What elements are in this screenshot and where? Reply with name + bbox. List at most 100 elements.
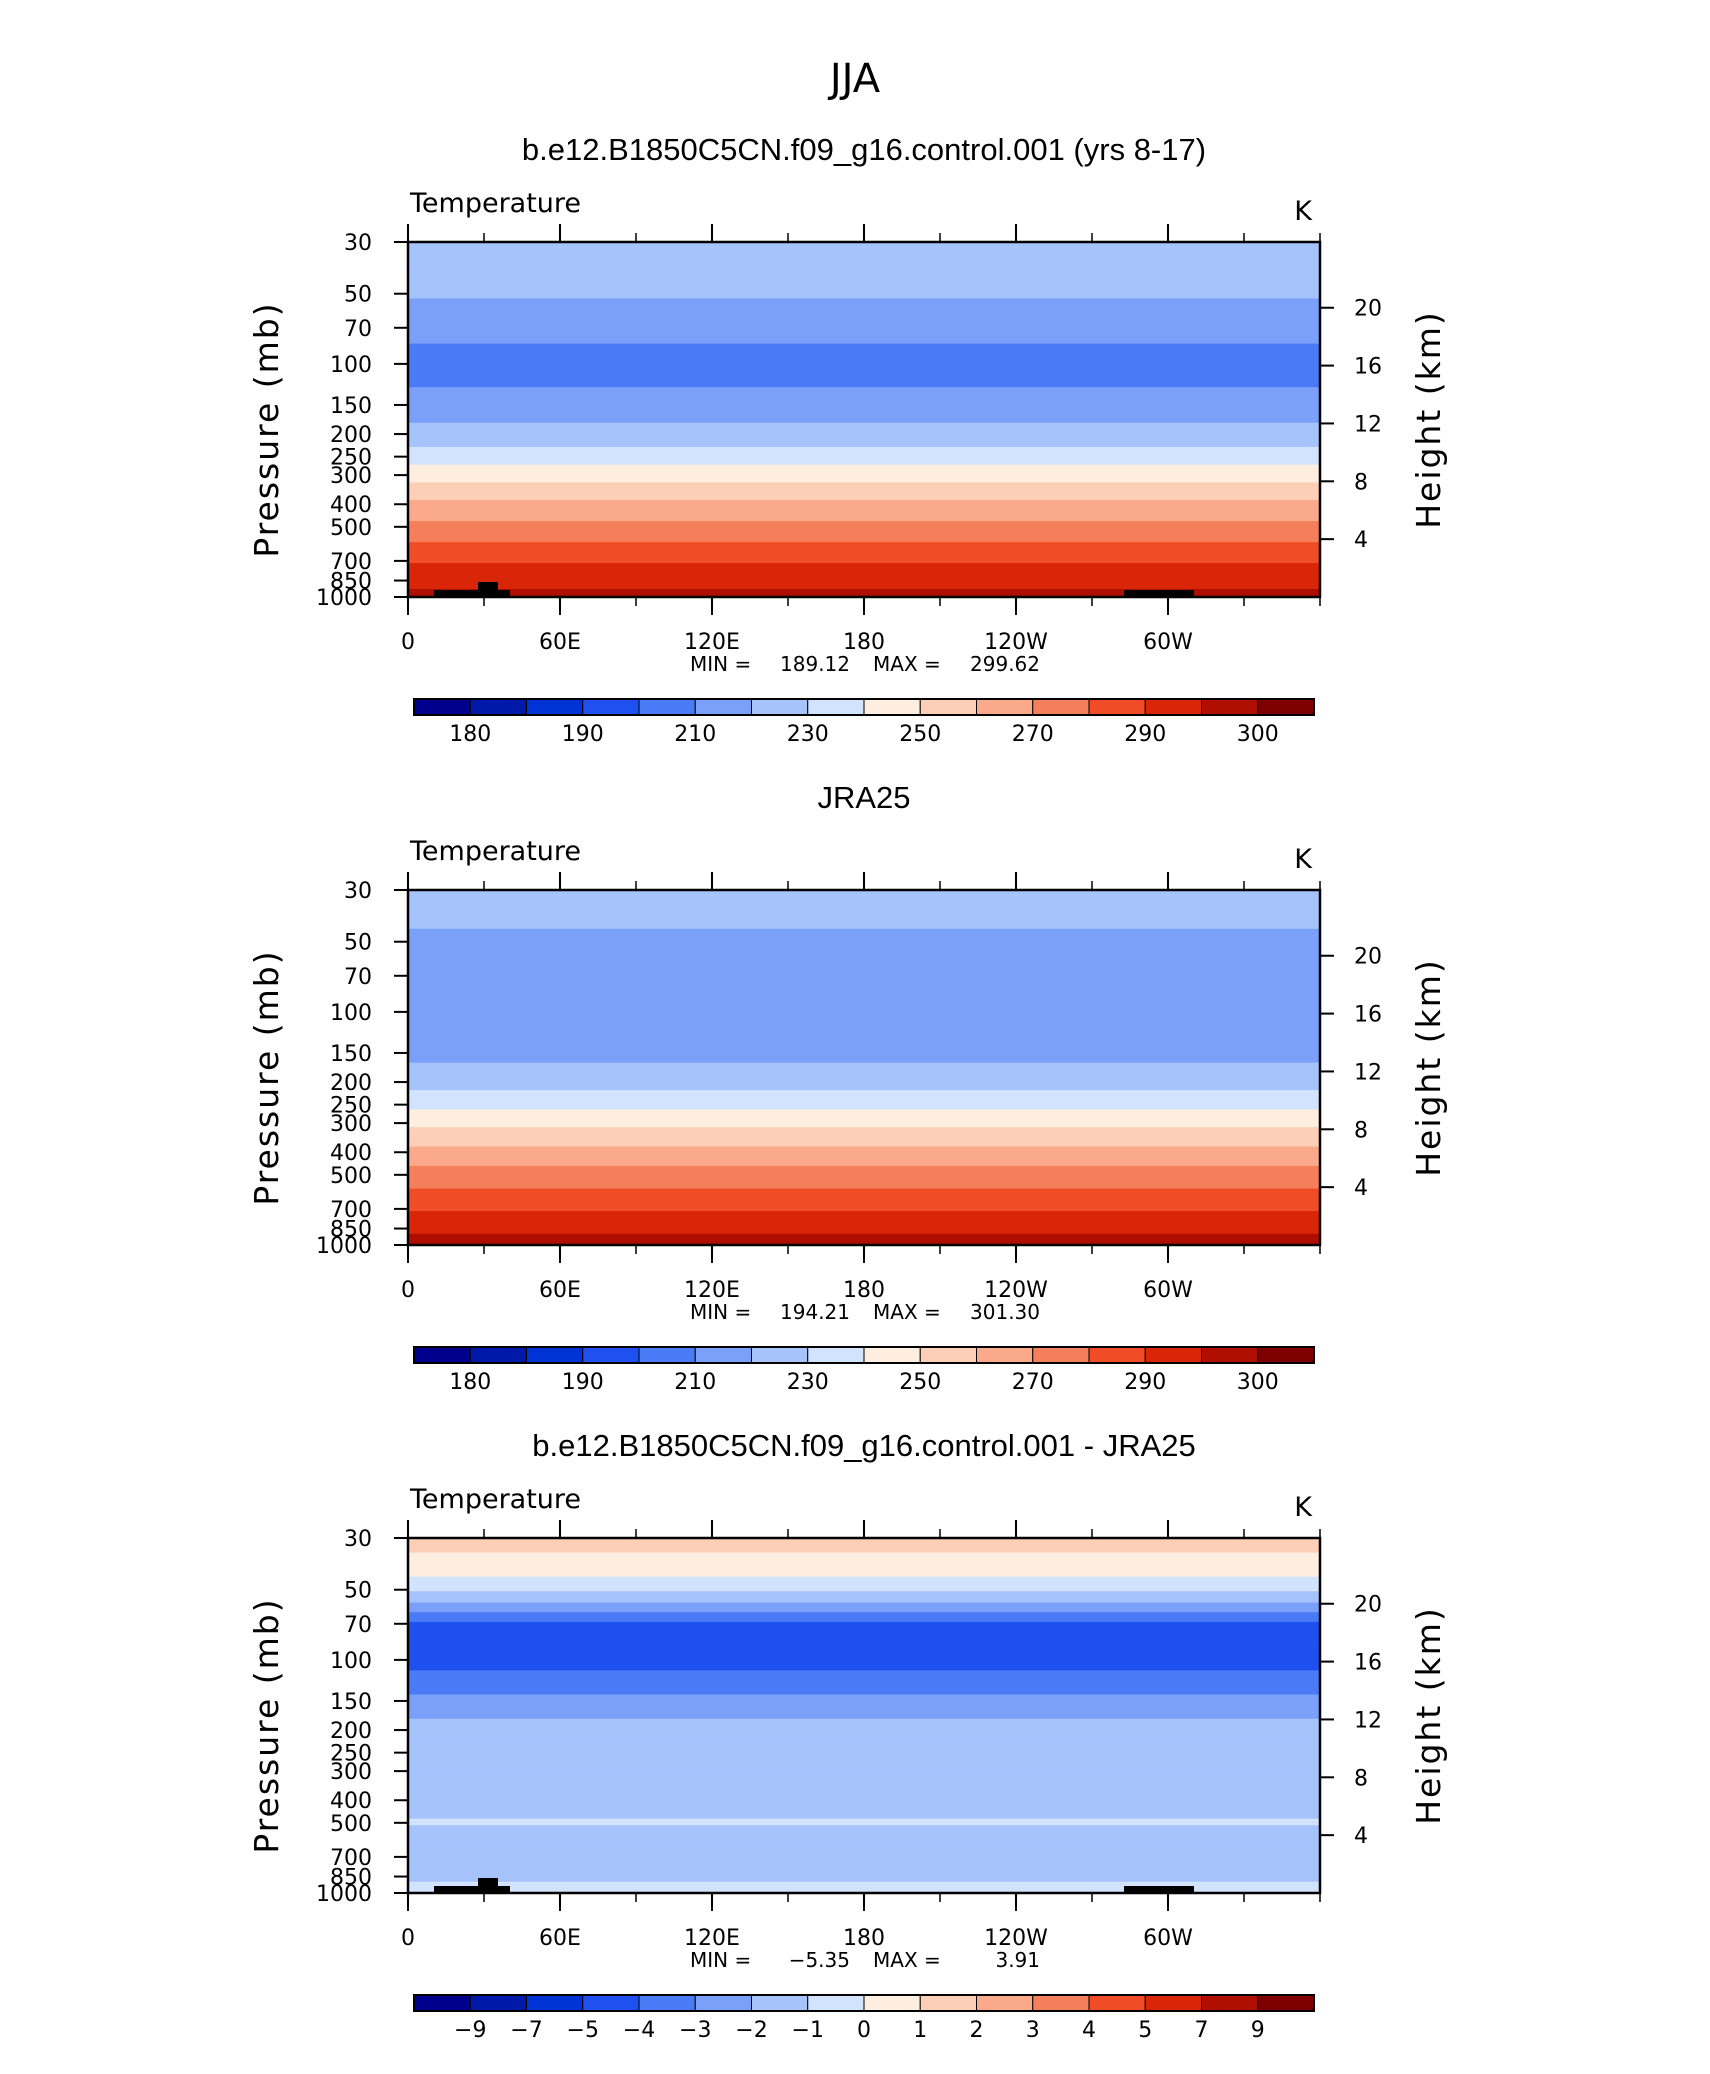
y-tick-label: 850 [330,1866,372,1891]
contour-band [408,1165,1320,1169]
contour-band [408,1212,1320,1215]
contour-band [408,970,1320,973]
contour-band [408,1880,1320,1883]
contour-band [408,1615,1320,1618]
contour-band [408,1170,1320,1173]
contour-band [408,1767,1320,1770]
y-tick-label: 500 [330,1164,372,1189]
contour-band [408,1747,1320,1750]
contour-band [408,1136,1320,1140]
contour-band [408,1636,1320,1639]
contour-band [408,1760,1320,1763]
contour-band [408,534,1320,537]
colorbar-label: −5 [567,2018,599,2043]
colorbar-swatch [751,1994,809,2012]
contour-band [408,1159,1320,1162]
y-tick-label: 70 [344,317,372,342]
contour-band [408,313,1320,316]
contour-band [408,377,1320,380]
contour-band [408,983,1320,986]
contour-band [408,1762,1320,1765]
contour-band [408,996,1320,999]
colorbar-swatch [1257,1346,1315,1364]
contour-band [408,592,1320,595]
contour-band [408,392,1320,395]
contour-band [408,1817,1320,1820]
y2-tick-label: 8 [1354,1118,1368,1143]
contour-band [408,1238,1320,1241]
contour-band [408,925,1320,928]
contour-band [408,342,1320,345]
contour-band [408,487,1320,490]
contour-band [408,991,1320,994]
contour-band [408,380,1320,383]
contour-band [408,551,1320,555]
contour-band [408,1872,1320,1875]
contour-band [408,910,1320,914]
contour-band [408,1709,1320,1712]
contour-band [408,1784,1320,1788]
contour-band [408,1558,1320,1562]
contour-band [408,1175,1320,1178]
contour-band [408,1546,1320,1549]
contour-band [408,1878,1320,1881]
colorbar-swatch [638,1346,696,1364]
contour-band [408,1704,1320,1707]
contour-band [408,1120,1320,1123]
colorbar-swatch [694,1994,752,2012]
contour-band [408,1599,1320,1602]
contour-band [408,409,1320,413]
colorbar-label: 9 [1251,2018,1265,2043]
contour-band [408,466,1320,469]
contour-band [408,1854,1320,1857]
contour-band [408,458,1320,461]
y-tick-label: 300 [330,464,372,489]
y-axis-label: Pressure (mb) [247,1597,286,1853]
contour-band [408,1078,1320,1082]
contour-band [408,456,1320,459]
contour-band [408,1073,1320,1077]
contour-band [408,1823,1320,1826]
topography-block [434,1886,510,1893]
contour-band [408,1182,1320,1185]
contour-band [408,1565,1320,1568]
contour-band [408,1757,1320,1760]
contour-band [408,1826,1320,1830]
contour-band [408,1027,1320,1030]
contour-band [408,1621,1320,1625]
contour-band [408,1838,1320,1841]
contour-band [408,279,1320,282]
x-tick-label: 60E [539,630,581,655]
contour-band [408,493,1320,496]
contour-band [408,346,1320,350]
topography-block [1124,1886,1194,1893]
contour-band [408,503,1320,506]
x-tick-label: 180 [843,1278,885,1303]
colorbar-swatch [413,1346,471,1364]
contour-band [408,387,1320,390]
contour-band [408,430,1320,434]
topography-block [478,1878,498,1893]
contour-band [408,1612,1320,1615]
x-tick-label: 180 [843,1926,885,1951]
contour-band [408,1065,1320,1069]
colorbar-swatch [582,698,640,716]
contour-band [408,559,1320,563]
contour-band [408,435,1320,438]
contour-band [408,471,1320,474]
contour-band [408,296,1320,300]
contour-band [408,1646,1320,1649]
y-tick-label: 250 [330,446,372,471]
contour-band [408,298,1320,301]
contour-band [408,1717,1320,1720]
contour-band [408,1822,1320,1825]
contour-band [408,1542,1320,1546]
contour-band [408,419,1320,422]
contour-band [408,1609,1320,1612]
contour-band [408,1151,1320,1154]
y-axis-height: 4 8 12 16 20 Height (km) [1320,297,1448,553]
contour-band [408,395,1320,398]
contour-band [408,1048,1320,1051]
contour-band [408,1868,1320,1872]
